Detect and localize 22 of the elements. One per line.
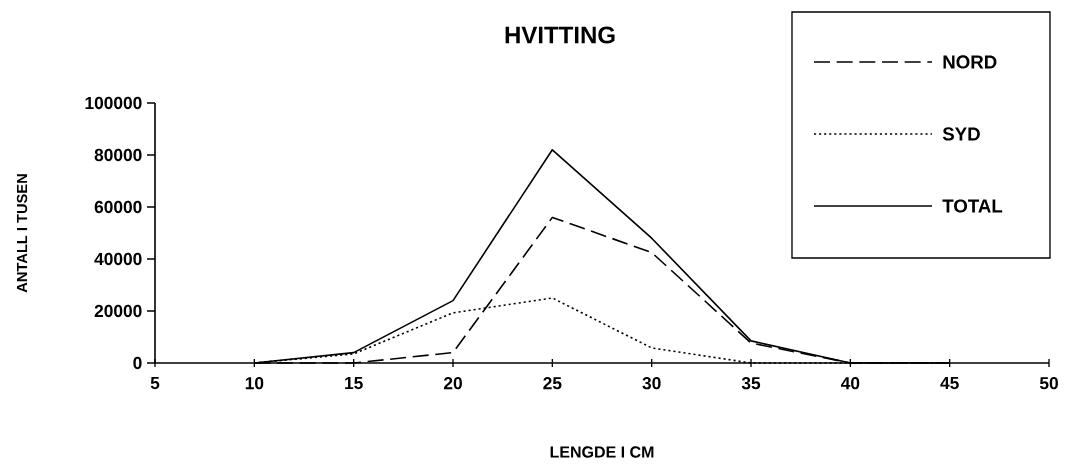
text: SYD [942,127,980,141]
x-tick-label: 10 [245,377,264,390]
x-tick-label: 15 [345,377,363,390]
y-tick-label: 100000 [85,96,142,110]
y-tick-label: 60000 [94,200,142,214]
y-tick-label: 0 [133,356,142,370]
y-tick-label: 20000 [94,304,142,318]
text: NORD [943,55,997,69]
x-tick-label: 5 [150,377,160,390]
text: TOTAL [942,199,1003,213]
x-tick-label: 40 [840,377,860,390]
x-axis-title: LENGDE I CM [550,446,654,458]
y-axis-title: ANTALL I TUSEN [16,174,28,293]
x-tick-label: 25 [543,377,562,390]
x-tick-label: 30 [642,377,661,390]
y-tick-label: 40000 [94,252,142,266]
x-tick-label: 45 [940,377,959,390]
y-tick-label: 80000 [94,148,142,162]
x-tick-label: 50 [1039,377,1058,390]
chart-title: HVITTING [505,26,615,44]
x-tick-label: 35 [741,377,761,390]
x-tick-label: 20 [443,377,462,390]
